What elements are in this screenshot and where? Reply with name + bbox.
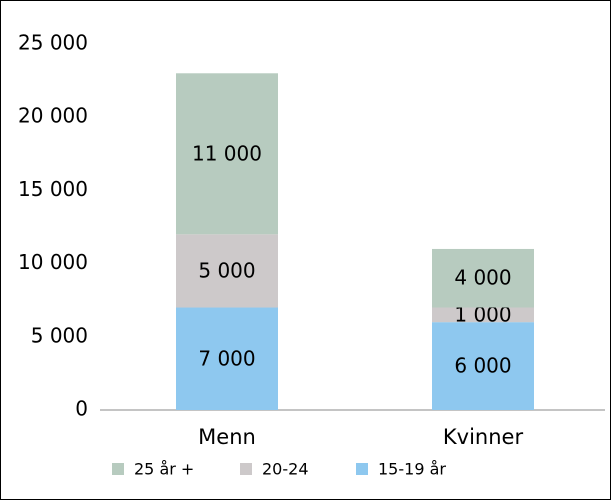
data-label: 11 000 <box>192 141 262 165</box>
legend-swatch <box>356 463 368 475</box>
bar-segment <box>176 307 278 410</box>
bar-segment <box>176 234 278 308</box>
legend-swatch <box>240 463 252 475</box>
data-label: 5 000 <box>198 258 255 282</box>
y-tick-label: 5 000 <box>31 323 88 347</box>
y-tick-label: 10 000 <box>18 250 88 274</box>
legend-label: 20-24 <box>262 460 309 479</box>
bar-segment <box>432 307 534 323</box>
y-tick-label: 25 000 <box>18 31 88 55</box>
legend-label: 25 år + <box>134 460 194 479</box>
bar-segment <box>432 248 534 308</box>
data-label: 4 000 <box>454 266 511 290</box>
data-label: 7 000 <box>198 346 255 370</box>
bar-segment <box>432 322 534 410</box>
y-tick-label: 20 000 <box>18 104 88 128</box>
legend-label: 15-19 år <box>378 460 446 479</box>
y-tick-label: 0 <box>75 397 88 421</box>
x-tick-label: Menn <box>198 425 256 449</box>
x-tick-label: Kvinner <box>443 425 524 449</box>
y-tick-label: 15 000 <box>18 177 88 201</box>
data-label: 6 000 <box>454 354 511 378</box>
legend-swatch <box>112 463 124 475</box>
bar-segment <box>176 73 278 235</box>
